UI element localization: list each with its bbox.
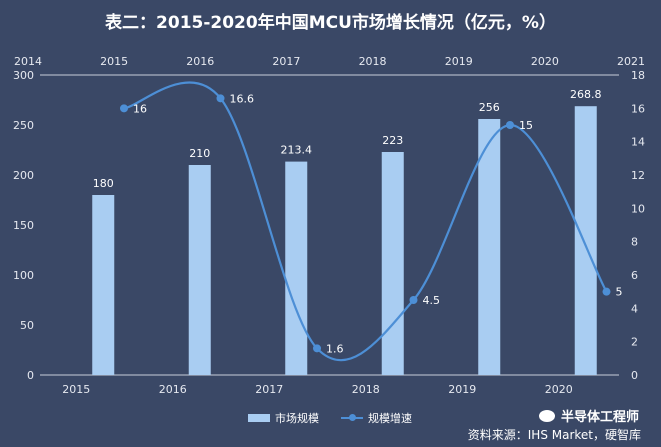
growth-label-2015: 16 [133,102,147,115]
source-note: 资料来源：IHS Market，硬智库 [467,428,641,442]
right-tick-label: 4 [631,302,638,315]
top-tick-label: 2021 [617,55,645,68]
bar-2019 [478,119,501,375]
bar-label-2015: 180 [93,177,114,190]
x-tick-label: 2019 [448,383,476,396]
growth-label-2016: 16.6 [230,92,255,105]
growth-label-2017: 1.6 [326,342,344,355]
top-tick-label: 2017 [272,55,300,68]
x-tick-label: 2017 [255,383,283,396]
top-tick-label: 2018 [359,55,387,68]
growth-label-2020: 5 [616,286,623,299]
left-tick-label: 150 [13,219,34,232]
growth-point-2016 [216,94,225,103]
legend-item-line[interactable]: 规模增速 [341,410,412,426]
right-tick-label: 8 [631,236,638,249]
growth-point-2020 [602,287,611,296]
left-tick-label: 100 [13,269,34,282]
wechat-icon [538,409,555,422]
growth-point-2017 [313,344,321,353]
growth-label-2019: 15 [519,119,533,132]
top-tick-label: 2015 [100,55,128,68]
bar-2016 [188,165,211,375]
right-tick-label: 14 [631,136,645,149]
top-tick-label: 2016 [186,55,214,68]
chart-title: 表二：2015-2020年中国MCU市场增长情况（亿元，%） [105,13,556,33]
growth-label-2018: 4.5 [423,294,441,307]
right-tick-label: 16 [631,102,645,115]
x-tick-label: 2020 [545,383,573,396]
right-tick-label: 6 [631,269,638,282]
bar-2020 [574,106,597,375]
top-tick-label: 2014 [14,55,42,68]
left-tick-label: 300 [13,69,34,82]
top-tick-label: 2019 [445,55,473,68]
x-tick-label: 2016 [159,383,187,396]
bar-2015 [92,195,115,375]
growth-point-2015 [120,104,128,113]
bar-label-2017: 213.4 [281,144,313,157]
bar-label-2020: 268.8 [570,88,602,101]
top-tick-label: 2020 [531,55,559,68]
right-tick-label: 10 [631,202,645,215]
left-tick-label: 250 [13,119,34,132]
x-tick-label: 2015 [62,383,90,396]
right-tick-label: 2 [631,336,638,349]
legend-label-line: 规模增速 [368,412,412,425]
brand: 半导体工程师 [538,406,639,425]
right-tick-label: 12 [631,169,645,182]
growth-point-2019 [506,121,514,129]
right-tick-label: 18 [631,69,645,82]
legend-swatch-line [341,414,363,421]
bar-2018 [381,152,404,375]
bar-label-2016: 210 [189,147,210,160]
left-tick-label: 0 [27,369,34,382]
legend-item-bar[interactable]: 市场规模 [248,410,319,426]
left-tick-label: 50 [20,319,34,332]
growth-point-2018 [409,296,418,304]
legend-swatch-bar [248,414,270,422]
left-tick-label: 200 [13,169,34,182]
bar-label-2018: 223 [382,134,403,147]
legend-label-bar: 市场规模 [275,412,319,425]
bar-label-2019: 256 [479,101,500,114]
brand-name: 半导体工程师 [560,410,639,425]
legend: 市场规模 规模增速 [248,410,426,426]
right-tick-label: 0 [631,369,638,382]
bar-2017 [285,161,308,375]
x-tick-label: 2018 [352,383,380,396]
